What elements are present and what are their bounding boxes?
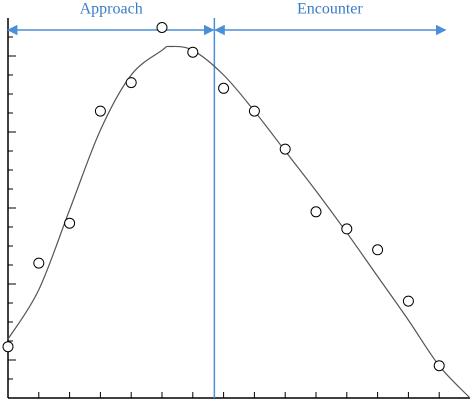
point xyxy=(94,105,106,117)
point xyxy=(33,257,45,269)
point xyxy=(402,295,414,307)
fit-curve xyxy=(7,45,471,399)
point xyxy=(218,82,230,94)
point xyxy=(341,223,353,235)
point xyxy=(125,77,137,89)
point xyxy=(187,46,199,58)
point xyxy=(372,244,384,256)
point xyxy=(2,341,14,353)
point xyxy=(310,206,322,218)
point xyxy=(433,360,445,372)
annotation: Approach xyxy=(80,1,143,18)
point xyxy=(279,143,291,155)
point xyxy=(248,105,260,117)
annotation: Encounter xyxy=(297,1,363,18)
point xyxy=(156,22,168,33)
point xyxy=(64,217,76,229)
